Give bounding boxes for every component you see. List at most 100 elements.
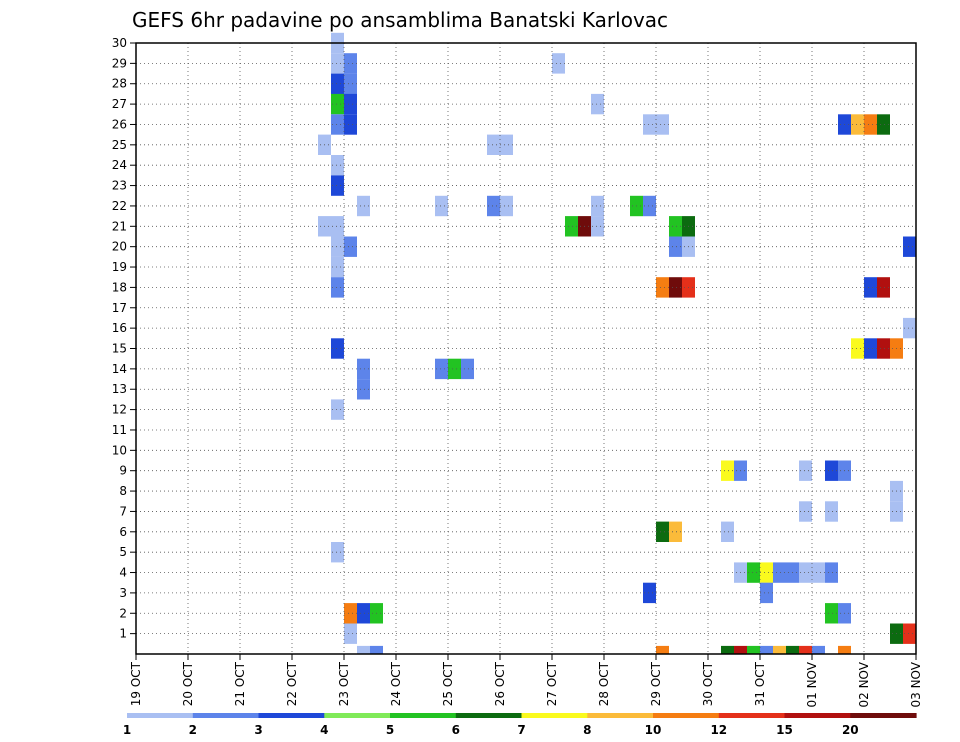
y-tick-label: 11 xyxy=(112,423,127,437)
y-tick-label: 25 xyxy=(112,138,127,152)
precip-cell xyxy=(643,582,656,604)
y-tick-label: 9 xyxy=(119,464,127,478)
y-tick-label: 28 xyxy=(112,77,127,91)
colorbar-label: 4 xyxy=(320,723,328,737)
precip-cell xyxy=(591,195,604,217)
precip-cell xyxy=(344,114,357,135)
x-tick-label: 01 NOV xyxy=(805,661,819,707)
y-tick-label: 15 xyxy=(112,342,127,356)
precip-cell xyxy=(344,623,357,644)
x-tick-label: 22 OCT xyxy=(285,661,299,706)
precip-cell xyxy=(331,155,344,176)
y-tick-label: 14 xyxy=(112,362,127,376)
y-tick-label: 4 xyxy=(119,566,127,580)
precipitation-cells xyxy=(318,32,916,654)
x-tick-label: 02 NOV xyxy=(857,661,871,707)
precip-cell xyxy=(851,338,864,359)
precip-cell xyxy=(331,175,344,196)
precip-cell xyxy=(721,645,734,654)
precip-cell xyxy=(591,216,604,237)
precip-cell xyxy=(357,195,370,217)
precip-cell xyxy=(877,338,890,359)
x-tick-label: 23 OCT xyxy=(337,661,351,706)
x-tick-label: 03 NOV xyxy=(909,661,923,707)
precip-cell xyxy=(721,521,734,542)
precip-cell xyxy=(812,645,825,654)
precip-cell xyxy=(344,93,357,115)
x-tick-label: 31 OCT xyxy=(753,661,767,706)
precip-cell xyxy=(825,562,838,583)
colorbar-label: 15 xyxy=(776,723,793,737)
precip-cell xyxy=(461,358,474,380)
x-tick-label: 28 OCT xyxy=(597,661,611,706)
precip-cell xyxy=(344,73,357,94)
x-tick-label: 25 OCT xyxy=(441,661,455,706)
precip-cell xyxy=(825,501,838,522)
precip-cell xyxy=(669,277,682,298)
colorbar-segment xyxy=(192,713,260,718)
precip-cell xyxy=(825,603,838,624)
y-tick-label: 12 xyxy=(112,403,127,417)
precip-cell xyxy=(864,114,877,135)
precip-cell xyxy=(643,114,656,135)
precip-cell xyxy=(656,114,669,135)
precip-cell xyxy=(812,562,825,583)
y-tick-label: 8 xyxy=(119,484,127,498)
precip-cell xyxy=(747,562,760,583)
precip-cell xyxy=(773,562,786,583)
precip-cell xyxy=(331,277,344,298)
precip-cell xyxy=(435,358,448,380)
x-tick-label: 30 OCT xyxy=(701,661,715,706)
precip-cell xyxy=(903,317,916,339)
precip-cell xyxy=(721,460,734,481)
colorbar-label: 20 xyxy=(842,723,859,737)
precip-cell xyxy=(370,645,383,654)
y-tick-label: 29 xyxy=(112,56,127,70)
precip-cell xyxy=(877,114,890,135)
y-tick-label: 18 xyxy=(112,280,127,294)
colorbar-label: 5 xyxy=(386,723,394,737)
colorbar-segment xyxy=(127,713,194,718)
y-tick-label: 13 xyxy=(112,382,127,396)
colorbar-label: 8 xyxy=(583,723,591,737)
y-tick-label: 22 xyxy=(112,199,127,213)
precip-cell xyxy=(825,460,838,481)
precip-cell xyxy=(331,93,344,115)
precip-cell xyxy=(552,53,565,74)
precip-cell xyxy=(669,236,682,257)
precip-cell xyxy=(799,501,812,522)
chart-title: GEFS 6hr padavine po ansamblima Banatski… xyxy=(132,8,668,32)
precip-cell xyxy=(656,521,669,542)
colorbar-segment xyxy=(390,713,457,718)
y-tick-label: 24 xyxy=(112,158,127,172)
precip-cell xyxy=(487,134,500,155)
precip-cell xyxy=(487,195,500,217)
precip-cell xyxy=(760,582,773,604)
y-tick-label: 10 xyxy=(112,443,127,457)
precip-cell xyxy=(357,358,370,380)
precip-cell xyxy=(773,645,786,654)
precip-cell xyxy=(331,542,344,563)
precip-cell xyxy=(799,562,812,583)
precip-cell xyxy=(331,114,344,135)
y-tick-label: 30 xyxy=(112,36,127,50)
y-tick-label: 21 xyxy=(112,219,127,233)
precip-cell xyxy=(669,521,682,542)
x-tick-label: 26 OCT xyxy=(493,661,507,706)
colorbar-segment xyxy=(718,713,786,718)
precip-cell xyxy=(344,603,357,624)
precip-cell xyxy=(734,645,747,654)
precip-cell xyxy=(851,114,864,135)
precip-cell xyxy=(799,645,812,654)
y-tick-label: 17 xyxy=(112,301,127,315)
precip-cell xyxy=(903,236,916,257)
precip-cell xyxy=(591,93,604,115)
grid-lines xyxy=(136,43,916,654)
colorbar-label: 10 xyxy=(645,723,662,737)
colorbar-label: 1 xyxy=(123,723,131,737)
colorbar-segment xyxy=(653,713,720,718)
precip-cell xyxy=(760,562,773,583)
y-tick-label: 2 xyxy=(119,606,127,620)
precip-cell xyxy=(344,236,357,257)
y-tick-label: 20 xyxy=(112,240,127,254)
